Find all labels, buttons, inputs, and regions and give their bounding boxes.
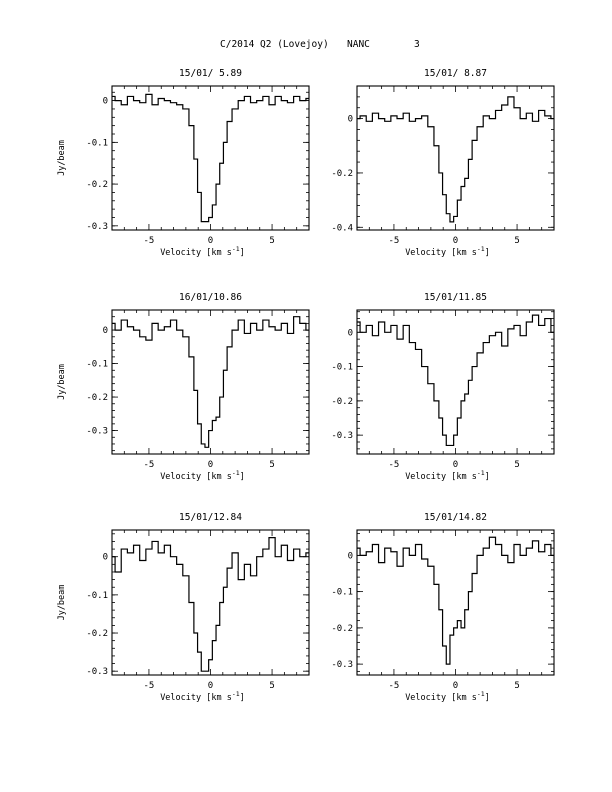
- plot-frame: [356, 309, 555, 455]
- y-tick-label: -0.3: [86, 427, 108, 437]
- x-axis-label: Velocity [km s-1]: [160, 245, 245, 258]
- x-tick-label: 5: [514, 681, 519, 691]
- spectrum-line: [357, 536, 554, 665]
- y-tick-label: -0.2: [86, 393, 108, 403]
- y-tick-label: 0: [103, 97, 108, 107]
- x-axis-label: Velocity [km s-1]: [405, 690, 490, 703]
- plot-frame: [356, 529, 555, 676]
- y-axis-label: Jy/beam: [57, 140, 67, 176]
- y-tick-label: -0.1: [331, 363, 353, 373]
- y-tick-label: -0.3: [331, 431, 353, 441]
- y-tick-label: -0.2: [331, 624, 353, 634]
- panel-title: 15/01/14.82: [424, 512, 487, 523]
- panel-title: 15/01/12.84: [179, 512, 242, 523]
- spectrum-line: [357, 96, 554, 223]
- spectrum-line: [112, 316, 309, 448]
- y-tick-label: 0: [103, 326, 108, 336]
- y-tick-label: -0.2: [86, 180, 108, 190]
- spectrum-panel-2: 15/01/ 8.87 -5 0 5 0 -0.2 -0.4 Velocity [km s-1…: [331, 68, 555, 258]
- y-tick-label: 0: [103, 553, 108, 563]
- plot-frame: [111, 309, 310, 455]
- panel-title: 15/01/11.85: [424, 292, 487, 303]
- spectrum-panel-5: 15/01/12.84 -5 0 5 0 -0.1 -0.2 -0.3 Velocity [km…: [57, 512, 310, 703]
- plot-frame: [111, 529, 310, 676]
- x-tick-label: 5: [269, 236, 274, 246]
- x-tick-label: -5: [389, 236, 400, 246]
- x-tick-label: -5: [389, 460, 400, 470]
- y-tick-label: -0.1: [86, 591, 108, 601]
- y-tick-label: -0.3: [331, 660, 353, 670]
- y-tick-label: -0.1: [86, 360, 108, 370]
- x-tick-label: 5: [269, 681, 274, 691]
- spectra-panels: 15/01/ 5.89 -5 0 5 0 -0.1 -0.2 -0.3 Velocity [km…: [57, 68, 555, 703]
- x-tick-label: 5: [269, 460, 274, 470]
- figure-supertitle-molecule: NANC: [347, 39, 370, 50]
- panel-title: 16/01/10.86: [179, 292, 242, 303]
- spectrum-panel-3: 16/01/10.86 -5 0 5 0 -0.1 -0.2 -0.3 Velocity [km…: [57, 292, 310, 482]
- panel-title: 15/01/ 8.87: [424, 68, 487, 79]
- x-tick-label: -5: [389, 681, 400, 691]
- y-tick-label: -0.4: [331, 223, 353, 233]
- y-tick-label: 0: [348, 115, 353, 125]
- spectrum-panel-1: 15/01/ 5.89 -5 0 5 0 -0.1 -0.2 -0.3 Velocity [km…: [57, 68, 310, 258]
- y-tick-label: 0: [348, 328, 353, 338]
- y-tick-label: -0.1: [86, 138, 108, 148]
- x-tick-label: 0: [208, 236, 213, 246]
- x-tick-label: -5: [144, 681, 155, 691]
- y-tick-label: -0.3: [86, 222, 108, 232]
- figure-supertitle-index: 3: [414, 39, 420, 50]
- x-axis-label: Velocity [km s-1]: [405, 469, 490, 482]
- y-tick-label: -0.2: [331, 397, 353, 407]
- x-axis-label: Velocity [km s-1]: [405, 245, 490, 258]
- panel-title: 15/01/ 5.89: [179, 68, 242, 79]
- y-tick-label: -0.2: [86, 629, 108, 639]
- y-axis-label: Jy/beam: [57, 585, 67, 621]
- x-tick-label: 0: [453, 236, 458, 246]
- y-tick-label: -0.2: [331, 169, 353, 179]
- x-tick-label: -5: [144, 460, 155, 470]
- spectrum-panel-4: 15/01/11.85 -5 0 5 0 -0.1 -0.2 -0.3 Velocity [km…: [331, 292, 555, 482]
- y-axis-label: Jy/beam: [57, 364, 67, 400]
- spectrum-line: [112, 93, 309, 223]
- y-tick-label: 0: [348, 551, 353, 561]
- figure-supertitle-source: C/2014 Q2 (Lovejoy): [220, 39, 329, 50]
- y-tick-label: -0.3: [86, 667, 108, 677]
- spectrum-panel-6: 15/01/14.82 -5 0 5 0 -0.1 -0.2 -0.3 Velocity [km…: [331, 512, 555, 703]
- x-tick-label: 5: [514, 460, 519, 470]
- spectrum-line: [357, 314, 554, 447]
- x-tick-label: 0: [208, 460, 213, 470]
- x-axis-label: Velocity [km s-1]: [160, 690, 245, 703]
- x-tick-label: 5: [514, 236, 519, 246]
- x-axis-label: Velocity [km s-1]: [160, 469, 245, 482]
- x-tick-label: 0: [208, 681, 213, 691]
- x-tick-label: 0: [453, 460, 458, 470]
- plot-frame: [111, 85, 310, 231]
- x-tick-label: 0: [453, 681, 458, 691]
- y-tick-label: -0.1: [331, 588, 353, 598]
- x-tick-label: -5: [144, 236, 155, 246]
- plot-frame: [356, 85, 555, 231]
- spectrum-line: [112, 537, 309, 672]
